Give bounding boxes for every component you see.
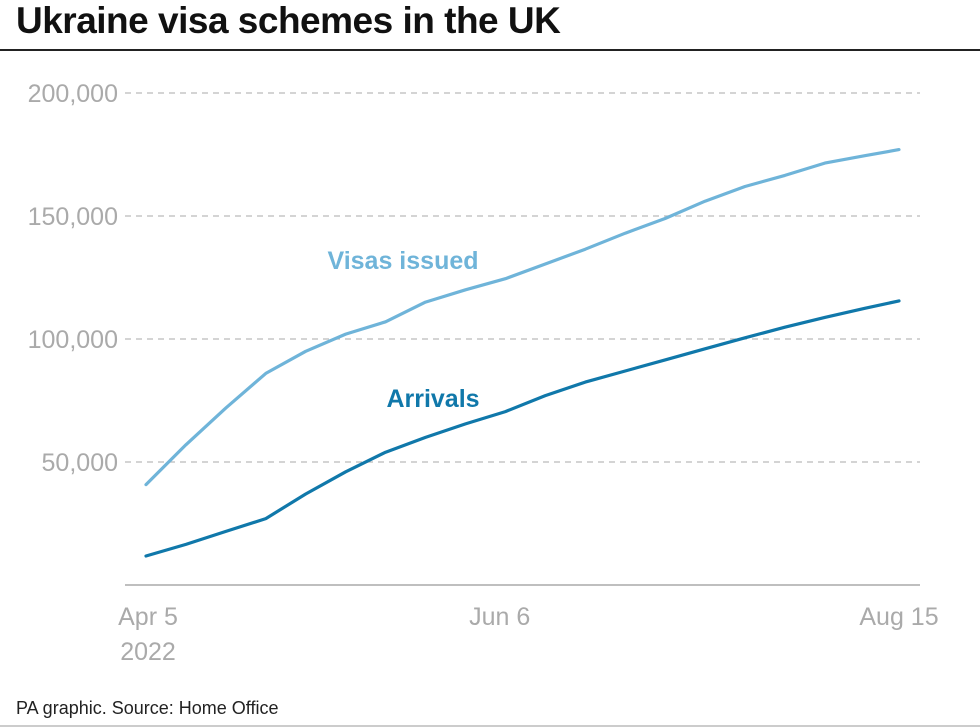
gridlines: [125, 92, 920, 463]
series-line-visas-issued: [144, 148, 901, 487]
y-tick-label: 200,000: [28, 80, 118, 108]
source-note: PA graphic. Source: Home Office: [16, 698, 279, 718]
y-tick-label: 100,000: [28, 326, 118, 354]
chart-title: Ukraine visa schemes in the UK: [16, 0, 561, 41]
x-tick-sublabel: 2022: [120, 638, 176, 666]
bottom-divider: [0, 725, 980, 727]
x-tick-label: Apr 5: [118, 603, 178, 631]
series-lines: [144, 148, 901, 558]
series-labels: Visas issued Arrivals: [327, 247, 479, 413]
x-axis-ticks: Apr 5 2022 Jun 6 Aug 15: [118, 603, 939, 666]
y-tick-label: 150,000: [28, 203, 118, 231]
y-axis-ticks: 50,000 100,000 150,000 200,000: [28, 80, 118, 477]
x-tick-label: Jun 6: [469, 603, 530, 631]
y-tick-label: 50,000: [42, 449, 118, 477]
series-label: Visas issued: [327, 247, 478, 275]
series-label: Arrivals: [386, 385, 479, 413]
title-divider: [0, 49, 980, 51]
x-tick-label: Aug 15: [859, 603, 938, 631]
series-line-arrivals: [144, 299, 901, 558]
